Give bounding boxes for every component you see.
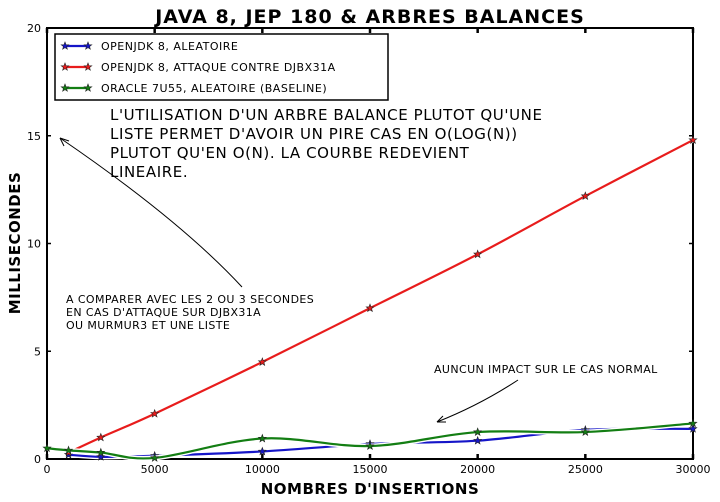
- series-2-point: [473, 249, 483, 259]
- legend-marker: [60, 62, 70, 71]
- y-axis-title: MILLISECONDES: [6, 172, 24, 315]
- series-2-point: [580, 191, 590, 201]
- series-2-point: [365, 303, 375, 313]
- series-3-point: [473, 427, 483, 436]
- x-axis-title: NOMBRES D'INSERTIONS: [261, 480, 480, 498]
- legend-marker: [60, 83, 70, 92]
- annotation-no-impact-arrowhead: [436, 415, 446, 423]
- x-tick-label: 30000: [676, 463, 711, 476]
- x-tick-label: 10000: [245, 463, 280, 476]
- series-1-point: [473, 435, 483, 445]
- legend-marker: [83, 62, 93, 71]
- annotation-comparison-arrow: [59, 137, 243, 288]
- annotation-main-line: L'UTILISATION D'UN ARBRE BALANCE PLUTOT …: [110, 106, 543, 124]
- series-3-point: [96, 447, 106, 457]
- legend-box: [54, 33, 389, 101]
- y-tick-label: 5: [34, 345, 41, 358]
- annotation-main: L'UTILISATION D'UN ARBRE BALANCE PLUTOT …: [110, 106, 548, 181]
- series-3-point: [580, 427, 590, 436]
- legend-marker: [83, 83, 93, 92]
- annotation-no-impact-arrow: [436, 379, 519, 423]
- x-tick-label: 20000: [460, 463, 495, 476]
- series-1-point: [688, 423, 698, 433]
- series-3-point: [63, 445, 74, 455]
- x-axis: 0 5000 10000 15000 20000 25000 30000: [44, 28, 711, 476]
- x-tick-label: 25000: [568, 463, 603, 476]
- series-3-point: [688, 418, 698, 428]
- series-1-point: [96, 451, 106, 461]
- series-2-point: [688, 135, 698, 144]
- annotation-comparison-line: OU MURMUR3 ET UNE LISTE: [66, 319, 230, 332]
- series-2-point: [96, 432, 106, 442]
- series-2-point: [257, 357, 267, 366]
- annotation-main-line: LISTE PERMET D'AVOIR UN PIRE CAS EN O(LO…: [110, 125, 518, 143]
- series-3-point: [42, 443, 52, 453]
- annotation-comparison-arrowhead: [59, 137, 70, 147]
- legend-label-3: ORACLE 7U55, ALEATOIRE (BASELINE): [101, 82, 327, 95]
- y-tick-label: 20: [27, 22, 41, 35]
- series-layer: [42, 135, 698, 462]
- annotation-main-line: PLUTOT QU'EN O(N). LA COURBE REDEVIENT: [110, 144, 470, 162]
- legend-label-2: OPENJDK 8, ATTAQUE CONTRE DJBX31A: [101, 61, 336, 74]
- series-1-point: [257, 446, 267, 456]
- series-2-point: [150, 408, 160, 418]
- legend-marker: [83, 41, 93, 50]
- y-tick-label: 15: [27, 130, 41, 143]
- annotation-comparison-line: A COMPARER AVEC LES 2 OU 3 SECONDES: [66, 293, 314, 306]
- chart-title: JAVA 8, JEP 180 & ARBRES BALANCES: [153, 6, 585, 28]
- legend: OPENJDK 8, ALEATOIRE OPENJDK 8, ATTAQUE C…: [54, 33, 389, 101]
- y-tick-label: 10: [27, 238, 41, 251]
- legend-label-1: OPENJDK 8, ALEATOIRE: [101, 40, 238, 53]
- series-line-3: [46, 422, 694, 460]
- series-3-point: [257, 433, 267, 443]
- annotation-no-impact: AUNCUN IMPACT SUR LE CAS NORMAL: [434, 363, 658, 376]
- annotation-comparison-line: EN CAS D'ATTAQUE SUR DJBX31A: [66, 306, 261, 319]
- series-3-point: [150, 453, 160, 462]
- annotation-comparison: A COMPARER AVEC LES 2 OU 3 SECONDES EN C…: [66, 293, 318, 332]
- annotation-main-line: LINEAIRE.: [110, 163, 188, 181]
- x-tick-label: 15000: [353, 463, 388, 476]
- x-tick-label: 5000: [141, 463, 169, 476]
- x-tick-label: 0: [44, 463, 51, 476]
- legend-marker: [60, 41, 70, 50]
- y-axis: 0 5 10 15 20: [27, 22, 693, 466]
- series-3-point: [365, 441, 375, 451]
- y-tick-label: 0: [34, 453, 41, 466]
